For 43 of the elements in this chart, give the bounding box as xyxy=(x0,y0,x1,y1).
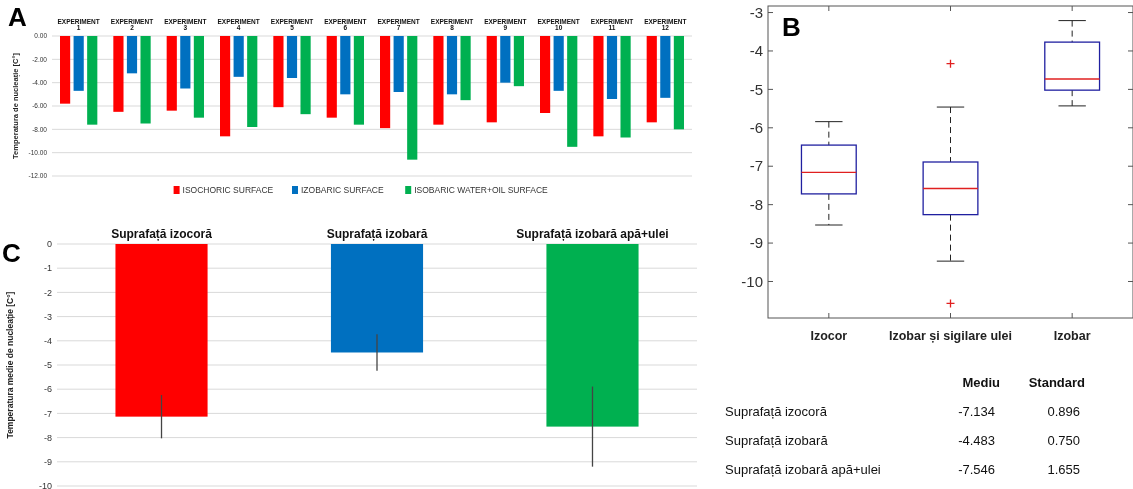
y-tick-label: -3 xyxy=(749,3,763,21)
y-tick-label: -6 xyxy=(43,384,52,395)
text: 0.750 xyxy=(1047,433,1080,448)
chart-title: A xyxy=(8,2,27,32)
y-tick-label: -8 xyxy=(749,195,763,213)
text: 1.655 xyxy=(1047,462,1080,477)
chart-title: C xyxy=(2,238,21,268)
y-tick-label: 0 xyxy=(46,239,52,250)
text: -4.483 xyxy=(958,433,995,448)
x-tick-label: Suprafață izocoră xyxy=(111,227,213,241)
text: 0.896 xyxy=(1047,404,1080,419)
legend-label: ISOCHORIC SURFACE xyxy=(182,184,274,195)
chart-title: B xyxy=(782,12,801,42)
y-tick-label: -9 xyxy=(749,234,763,252)
x-tick-label: Suprafață izobară apă+ulei xyxy=(516,227,669,241)
text: Suprafață izocoră xyxy=(725,404,828,419)
y-tick-label: -6 xyxy=(749,119,763,137)
text: Standard xyxy=(1028,375,1086,390)
y-tick-label: -4 xyxy=(43,335,52,346)
y-tick-label: -9 xyxy=(43,456,52,467)
legend-label: ISOBARIC WATER+OIL SURFACE xyxy=(414,184,549,195)
x-tick-label: Izobar xyxy=(1053,329,1091,343)
y-tick-label: -1 xyxy=(43,263,52,274)
text: Suprafață izobară apă+ulei xyxy=(725,462,881,477)
y-tick-label: -5 xyxy=(749,80,763,98)
y-axis-title: Temperatura medie de nucleație [C°] xyxy=(5,291,15,439)
x-tick-label: Suprafață izobară xyxy=(326,227,428,241)
y-tick-label: -7 xyxy=(43,408,52,419)
x-tick-label: Izobar și sigilare ulei xyxy=(889,329,1012,343)
y-tick-label: -10 xyxy=(38,481,52,489)
text: -7.546 xyxy=(958,462,995,477)
y-tick-label: -2 xyxy=(43,287,52,298)
y-tick-label: -5 xyxy=(43,360,52,371)
y-tick-label: -8 xyxy=(43,432,52,443)
y-tick-label: -4 xyxy=(749,42,763,60)
y-tick-label: -3 xyxy=(43,311,52,322)
y-tick-label: -7 xyxy=(749,157,763,175)
text: -7.134 xyxy=(958,404,995,419)
text: Suprafață izobară xyxy=(725,433,829,448)
legend-label: IZOBARIC SURFACE xyxy=(301,184,384,195)
y-tick-label: -10 xyxy=(741,272,763,290)
text: Mediu xyxy=(962,375,1001,390)
x-tick-label: Izocor xyxy=(810,329,848,343)
